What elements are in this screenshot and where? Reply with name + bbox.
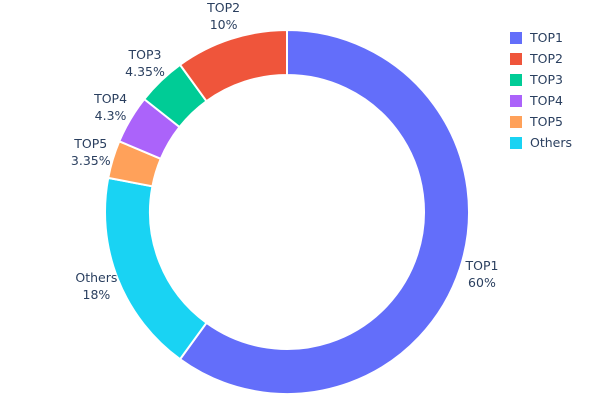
slice-label-top2: TOP2 10%	[207, 0, 240, 34]
legend-item-top2[interactable]: TOP2	[510, 51, 572, 66]
legend-label: TOP4	[530, 93, 563, 108]
legend-item-top5[interactable]: TOP5	[510, 114, 572, 129]
slice-label-percent: 18%	[82, 287, 111, 303]
pie-slice-top2[interactable]	[178, 28, 288, 103]
legend-swatch-icon	[510, 136, 522, 149]
pie-slice-others[interactable]	[104, 176, 208, 361]
legend-label: TOP5	[530, 114, 563, 129]
legend-label: TOP3	[530, 72, 563, 87]
legend-swatch-icon	[510, 94, 522, 107]
slice-label-others: Others 18%	[75, 271, 117, 305]
slice-label-name: TOP2	[207, 0, 241, 16]
slice-label-top5: TOP5 3.35%	[71, 136, 111, 170]
pie-slice-top1[interactable]	[178, 28, 470, 395]
legend-item-top1[interactable]: TOP1	[510, 30, 572, 45]
legend-label: Others	[530, 135, 573, 150]
legend-label: TOP1	[530, 30, 563, 45]
slice-label-name: TOP1	[465, 258, 499, 274]
slice-label-top4: TOP4 4.3%	[94, 91, 127, 125]
legend-swatch-icon	[510, 52, 522, 65]
slice-label-percent: 60%	[468, 275, 496, 291]
legend-swatch-icon	[510, 31, 522, 44]
legend-item-others[interactable]: Others	[510, 135, 572, 150]
slice-label-percent: 4.3%	[94, 107, 127, 123]
slice-label-percent: 3.35%	[70, 152, 111, 168]
legend-item-top4[interactable]: TOP4	[510, 93, 572, 108]
slice-label-name: TOP4	[94, 90, 128, 106]
legend-item-top3[interactable]: TOP3	[510, 72, 572, 87]
legend-swatch-icon	[510, 115, 522, 128]
slice-label-percent: 10%	[209, 17, 238, 33]
slice-label-percent: 4.35%	[125, 64, 165, 80]
legend: TOP1 TOP2 TOP3 TOP4 TOP5 Others	[510, 30, 572, 150]
legend-swatch-icon	[510, 73, 522, 86]
slice-label-top1: TOP1 60%	[465, 258, 498, 292]
slice-label-top3: TOP3 4.35%	[125, 47, 165, 81]
legend-label: TOP2	[530, 51, 563, 66]
slice-label-name: TOP5	[74, 135, 108, 151]
slice-label-name: Others	[75, 270, 118, 286]
slice-label-name: TOP3	[128, 47, 162, 63]
